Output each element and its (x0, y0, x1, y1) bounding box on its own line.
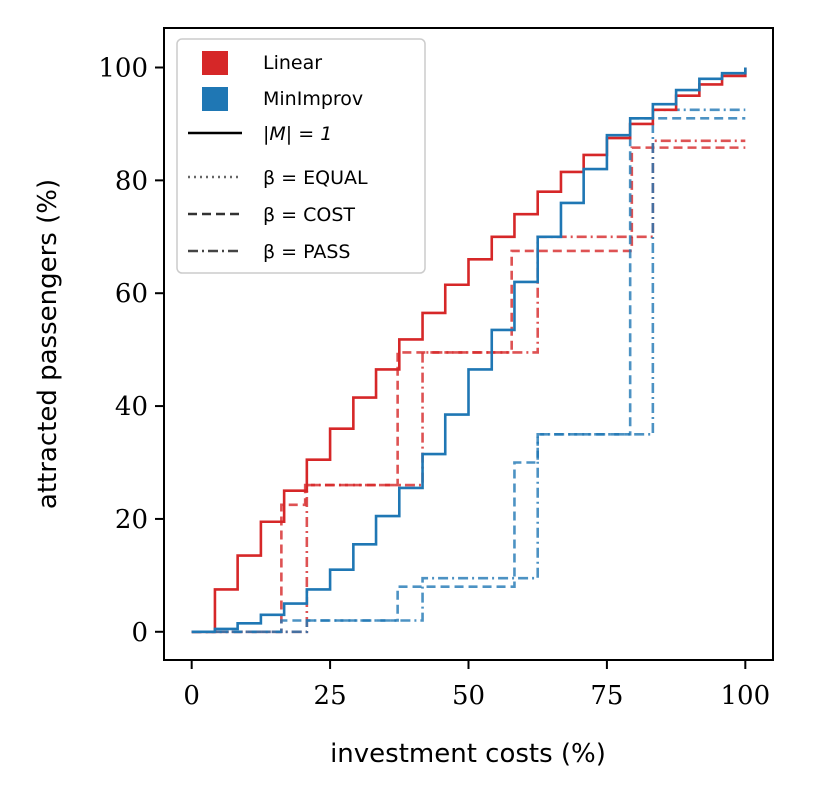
legend: Linear MinImprov |M| = 1 β = EQUAL β = C… (176, 38, 426, 274)
legend-label-minimprov: MinImprov (263, 88, 363, 110)
y-tick-label: 0 (131, 618, 148, 648)
y-tick-label: 100 (98, 54, 148, 84)
x-axis-label: investment costs (%) (330, 739, 606, 769)
series-line-1 (191, 67, 747, 634)
legend-label-pass: β = PASS (263, 241, 351, 263)
legend-label-equal: β = EQUAL (263, 167, 368, 189)
legend-label-cost: β = COST (263, 204, 355, 226)
x-tick-label: 75 (590, 681, 623, 711)
x-tick-label: 50 (452, 681, 485, 711)
axis-ticks: 0 25 50 75 100 0 20 40 60 80 100 (98, 54, 770, 712)
legend-swatch-minimprov (202, 87, 228, 111)
series-layer (191, 67, 747, 634)
y-tick-label: 80 (115, 166, 148, 196)
y-tick-label: 20 (115, 505, 148, 535)
x-tick-label: 100 (720, 681, 770, 711)
x-tick-label: 25 (314, 681, 347, 711)
x-tick-label: 0 (183, 681, 200, 711)
y-axis-label: attracted passengers (%) (33, 179, 63, 509)
legend-swatch-linear (202, 51, 228, 75)
y-tick-label: 40 (115, 392, 148, 422)
legend-label-linear: Linear (263, 52, 322, 74)
legend-label-m1: |M| = 1 (263, 123, 332, 145)
series-line-4 (191, 116, 746, 634)
series-line-5 (191, 108, 746, 634)
y-tick-label: 60 (115, 279, 148, 309)
